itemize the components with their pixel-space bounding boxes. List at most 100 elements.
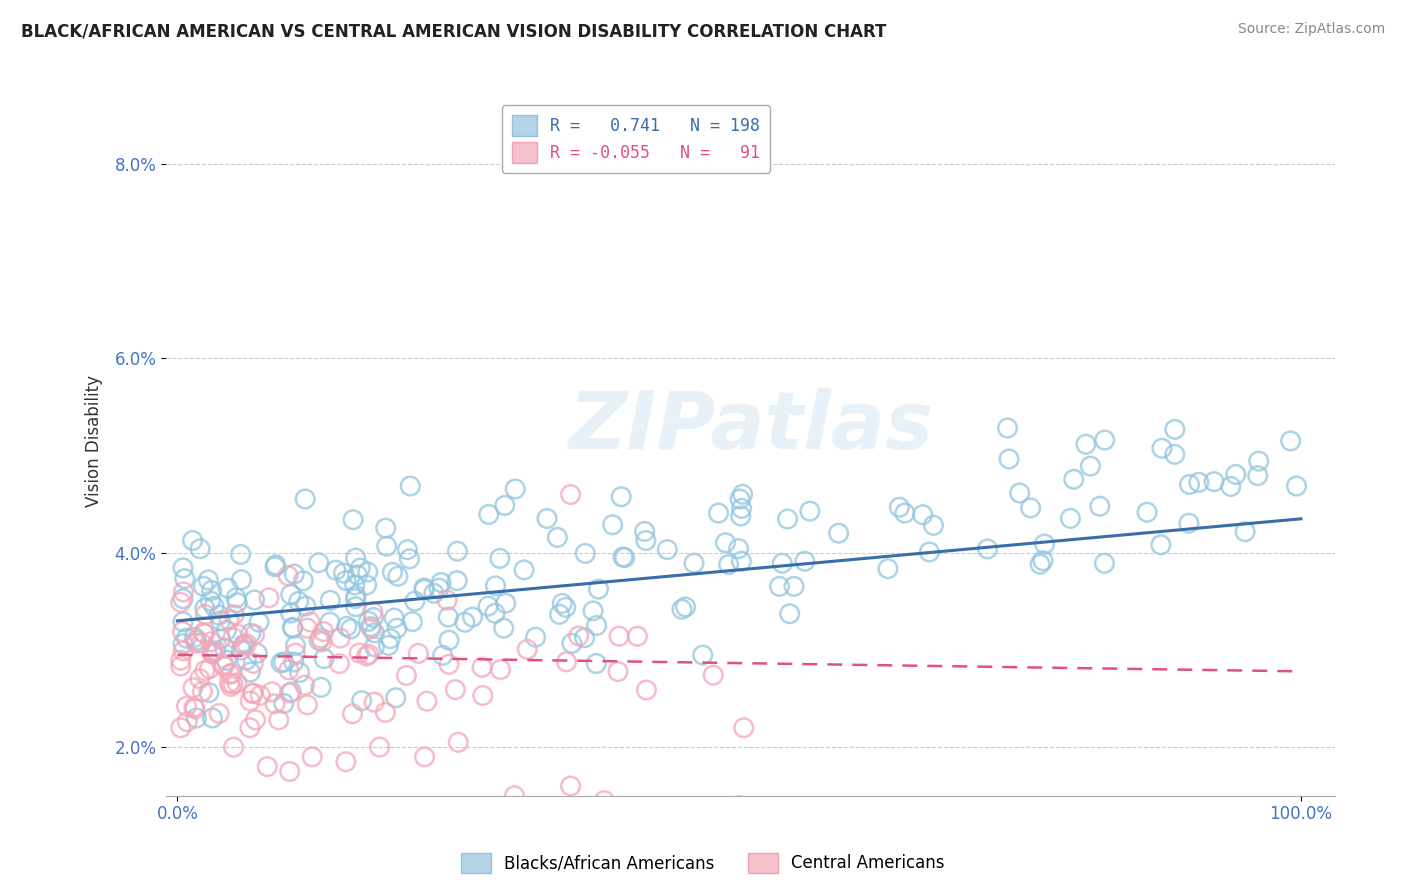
Point [1225, 467, 1247, 482]
Point [374, 521, 396, 535]
Point [1219, 479, 1241, 493]
Point [217, 581, 239, 595]
Point [193, 625, 215, 640]
Point [492, 621, 515, 635]
Point [551, 597, 574, 611]
Point [218, 613, 240, 627]
Point [273, 697, 295, 711]
Point [201, 646, 224, 660]
Point [363, 610, 385, 624]
Point [730, 501, 752, 516]
Point [311, 635, 333, 649]
Point [342, 513, 364, 527]
Point [294, 599, 316, 613]
Point [280, 685, 302, 699]
Point [894, 506, 917, 520]
Point [172, 561, 194, 575]
Point [221, 666, 243, 681]
Point [1234, 524, 1257, 539]
Point [375, 539, 398, 553]
Point [671, 602, 693, 616]
Point [728, 492, 751, 507]
Point [225, 591, 247, 605]
Point [877, 562, 900, 576]
Point [232, 639, 254, 653]
Point [176, 632, 198, 646]
Point [1094, 433, 1116, 447]
Point [1150, 538, 1173, 552]
Point [381, 566, 404, 580]
Point [683, 556, 706, 570]
Point [264, 558, 287, 572]
Point [212, 657, 235, 672]
Point [198, 685, 221, 699]
Point [226, 596, 249, 610]
Point [186, 633, 208, 648]
Point [201, 583, 224, 598]
Point [344, 551, 367, 566]
Point [1008, 486, 1031, 500]
Point [339, 622, 361, 636]
Point [404, 594, 426, 608]
Point [733, 721, 755, 735]
Point [714, 535, 737, 549]
Point [546, 530, 568, 544]
Point [413, 581, 436, 595]
Point [200, 634, 222, 648]
Point [235, 637, 257, 651]
Point [827, 526, 849, 541]
Point [222, 677, 245, 691]
Point [294, 678, 316, 692]
Point [235, 653, 257, 667]
Point [692, 648, 714, 662]
Point [342, 706, 364, 721]
Point [707, 506, 730, 520]
Point [347, 646, 370, 660]
Point [332, 566, 354, 581]
Point [190, 636, 212, 650]
Point [208, 706, 231, 721]
Point [335, 574, 357, 588]
Point [672, 808, 695, 822]
Point [1247, 454, 1270, 468]
Point [215, 624, 238, 638]
Point [638, 803, 661, 817]
Point [344, 591, 367, 606]
Point [588, 582, 610, 596]
Point [181, 681, 204, 695]
Point [328, 657, 350, 671]
Point [574, 546, 596, 560]
Point [170, 721, 193, 735]
Point [284, 639, 307, 653]
Point [1150, 442, 1173, 456]
Point [284, 646, 307, 660]
Point [198, 662, 221, 676]
Point [297, 698, 319, 712]
Point [356, 578, 378, 592]
Y-axis label: Vision Disability: Vision Disability [86, 375, 103, 507]
Point [277, 663, 299, 677]
Point [283, 655, 305, 669]
Point [172, 624, 194, 639]
Point [283, 567, 305, 582]
Point [922, 518, 945, 533]
Point [516, 642, 538, 657]
Legend: R =   0.741   N = 198, R = -0.055   N =   91: R = 0.741 N = 198, R = -0.055 N = 91 [502, 105, 770, 173]
Point [416, 694, 439, 708]
Point [799, 504, 821, 518]
Point [1279, 434, 1302, 448]
Point [343, 578, 366, 592]
Point [287, 594, 309, 608]
Point [222, 740, 245, 755]
Point [675, 599, 697, 614]
Point [247, 615, 270, 629]
Point [226, 627, 249, 641]
Point [776, 512, 799, 526]
Point [911, 508, 934, 522]
Point [374, 706, 396, 720]
Point [363, 695, 385, 709]
Point [607, 629, 630, 643]
Point [1164, 447, 1187, 461]
Point [183, 700, 205, 714]
Point [170, 653, 193, 667]
